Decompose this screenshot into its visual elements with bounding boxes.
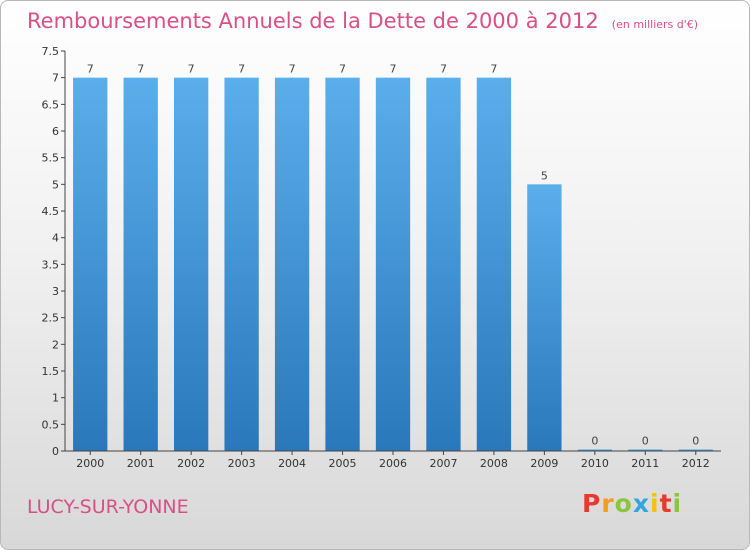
x-axis-ticks: 2000 2001 2002 2003 2004 2005 2006 2007 2008 2009… (76, 451, 710, 470)
y-tick-label: 5.5 (42, 152, 60, 165)
bar (628, 449, 663, 451)
bar (476, 77, 512, 452)
logo-letter: o (614, 489, 633, 518)
x-tick-label: 2002 (177, 457, 205, 470)
bar (123, 77, 158, 452)
chart-title: Remboursements Annuels de la Dette de 20… (27, 9, 599, 33)
bar (224, 77, 259, 452)
x-tick-label: 2008 (480, 457, 508, 470)
y-tick-label: 6 (52, 125, 59, 138)
bar-data-label: 7 (87, 63, 94, 76)
logo-letter: t (659, 489, 673, 518)
bar (73, 77, 108, 452)
y-tick-label: 1.5 (42, 365, 60, 378)
bar-data-label: 5 (541, 169, 548, 182)
x-tick-label: 2006 (379, 457, 407, 470)
logo-letter: P (582, 489, 602, 518)
y-tick-label: 2 (52, 338, 59, 351)
x-tick-label: 2012 (682, 457, 710, 470)
y-tick-label: 0.5 (42, 418, 60, 431)
x-tick-label: 2000 (76, 457, 104, 470)
y-tick-label: 3.5 (42, 258, 60, 271)
chart-title-block: Remboursements Annuels de la Dette de 20… (27, 9, 698, 33)
x-tick-label: 2007 (429, 457, 457, 470)
bar (426, 77, 461, 452)
y-tick-label: 1 (52, 392, 59, 405)
chart-subtitle: (en milliers d'€) (611, 18, 699, 31)
bar (274, 77, 310, 452)
bar-data-label: 0 (692, 435, 699, 448)
y-tick-label: 3 (52, 285, 59, 298)
logo-letter: i (672, 489, 683, 518)
bar (375, 77, 411, 452)
y-tick-label: 5 (52, 178, 59, 191)
bar (678, 449, 713, 451)
y-tick-label: 6.5 (42, 98, 60, 111)
logo-letter: r (601, 489, 615, 518)
bar-data-label: 7 (390, 63, 397, 76)
bars-group: 7 7 7 7 7 7 7 7 7 5 0 0 0 (73, 63, 713, 452)
x-tick-label: 2001 (127, 457, 155, 470)
bar-data-label: 7 (238, 63, 245, 76)
bar (527, 184, 562, 452)
y-tick-label: 4 (52, 232, 59, 245)
y-tick-label: 4.5 (42, 205, 60, 218)
x-tick-label: 2005 (329, 457, 357, 470)
x-tick-label: 2009 (530, 457, 558, 470)
y-tick-label: 2.5 (42, 312, 60, 325)
bar-data-label: 0 (591, 435, 598, 448)
y-tick-label: 7.5 (42, 45, 60, 58)
bar-data-label: 7 (137, 63, 144, 76)
bar-data-label: 7 (339, 63, 346, 76)
bar (325, 77, 360, 452)
logo-letter: x (632, 489, 650, 518)
bar-data-label: 7 (188, 63, 195, 76)
x-tick-label: 2010 (581, 457, 609, 470)
x-tick-label: 2004 (278, 457, 306, 470)
bar-data-label: 7 (490, 63, 497, 76)
city-name: LUCY-SUR-YONNE (27, 496, 189, 518)
bar-data-label: 7 (440, 63, 447, 76)
bar-data-label: 7 (289, 63, 296, 76)
y-tick-label: 7 (52, 72, 59, 85)
bar (173, 77, 209, 452)
y-axis-ticks: 0 0.5 1 1.5 2 2.5 3 3.5 4 4.5 5 5.5 6 6.5 7 7.5 (42, 45, 65, 458)
bar (577, 449, 613, 451)
y-tick-label: 0 (52, 445, 59, 458)
proxiti-logo[interactable]: Proxiti (582, 489, 682, 518)
logo-letter: i (650, 489, 660, 518)
x-tick-label: 2011 (631, 457, 659, 470)
bar-data-label: 0 (642, 435, 649, 448)
x-tick-label: 2003 (228, 457, 256, 470)
